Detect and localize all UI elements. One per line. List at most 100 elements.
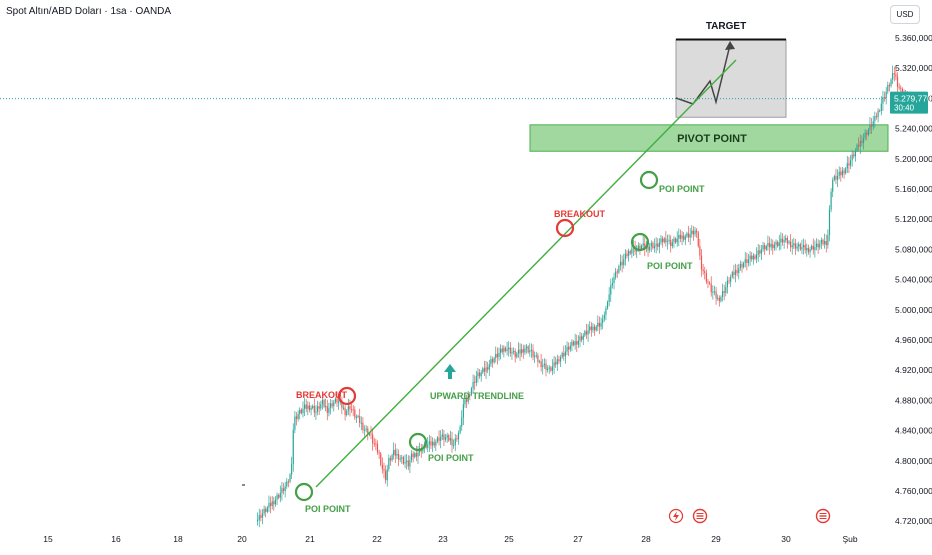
candle-body bbox=[898, 86, 900, 88]
candle-body bbox=[892, 73, 894, 80]
current-price-value: 5.279,770 bbox=[894, 94, 932, 104]
candle-body bbox=[864, 132, 866, 138]
candle-body bbox=[767, 242, 769, 247]
time-tick-label: Şub bbox=[842, 534, 857, 544]
candle-body bbox=[521, 349, 523, 354]
candle-body bbox=[702, 269, 704, 272]
candle-body bbox=[568, 346, 570, 350]
candle-body bbox=[355, 416, 358, 418]
candle-body bbox=[655, 243, 657, 246]
currency-selector[interactable]: USD bbox=[890, 5, 920, 24]
candle-body bbox=[710, 283, 712, 293]
pivot-label: PIVOT POINT bbox=[677, 133, 747, 145]
candle-body bbox=[799, 244, 801, 250]
candle-body bbox=[318, 406, 320, 409]
candle-body bbox=[712, 291, 714, 293]
symbol-title[interactable]: Spot Altın/ABD Doları · 1sa · OANDA bbox=[6, 6, 172, 17]
candle-body bbox=[624, 253, 626, 260]
candle-body bbox=[854, 150, 856, 157]
candle-body bbox=[841, 170, 844, 176]
candle-body bbox=[715, 291, 717, 299]
candle-body bbox=[433, 441, 435, 446]
candle-body bbox=[644, 243, 646, 249]
candle-body bbox=[726, 280, 729, 288]
candle-body bbox=[295, 416, 298, 419]
candle-body bbox=[511, 352, 513, 354]
candle-body bbox=[558, 359, 560, 362]
price-tick-label: 4.880,000 bbox=[895, 395, 932, 405]
candle-body bbox=[564, 351, 567, 357]
candle-body bbox=[713, 291, 716, 293]
price-tick-label: 5.040,000 bbox=[895, 275, 932, 285]
candle-body bbox=[279, 493, 281, 498]
candle-body bbox=[600, 322, 602, 327]
candle-body bbox=[806, 248, 808, 251]
candle-body bbox=[723, 291, 725, 293]
candle-body bbox=[896, 76, 899, 87]
candle-body bbox=[804, 244, 806, 251]
candle-body bbox=[832, 179, 834, 192]
candle-body bbox=[636, 249, 638, 252]
candle-body bbox=[273, 501, 275, 505]
time-tick-label: 22 bbox=[372, 534, 382, 544]
candle-body bbox=[845, 168, 847, 174]
candle-body bbox=[619, 261, 622, 267]
candle-body bbox=[791, 245, 793, 248]
candle-body bbox=[461, 417, 463, 427]
candle-body bbox=[820, 239, 822, 244]
candle-body bbox=[462, 404, 464, 418]
projection-path bbox=[675, 44, 731, 105]
candle-body bbox=[336, 398, 338, 403]
upward-trendline bbox=[315, 59, 737, 488]
candle-body bbox=[777, 241, 779, 247]
us-flag-event-icon[interactable] bbox=[815, 508, 831, 524]
candle-body bbox=[691, 230, 693, 235]
candle-body bbox=[809, 249, 811, 253]
candle-body bbox=[329, 403, 332, 409]
candle-body bbox=[794, 243, 797, 249]
candle-body bbox=[320, 404, 322, 409]
candle-body bbox=[848, 163, 850, 166]
price-tick-label: 5.200,000 bbox=[895, 154, 932, 164]
candle-body bbox=[815, 243, 818, 247]
candle-body bbox=[801, 247, 803, 250]
lightning-event-icon[interactable] bbox=[668, 508, 684, 524]
price-tick-label: 5.000,000 bbox=[895, 305, 932, 315]
candle-body bbox=[493, 358, 495, 363]
candle-body bbox=[563, 353, 565, 357]
candle-body bbox=[626, 253, 628, 257]
time-tick-label: 30 bbox=[781, 534, 791, 544]
candle-body bbox=[736, 270, 738, 273]
us-flag-event-icon[interactable] bbox=[692, 508, 708, 524]
up-arrow-icon bbox=[444, 364, 456, 379]
candle-body bbox=[394, 449, 396, 456]
time-tick-label: 28 bbox=[641, 534, 651, 544]
candle-body bbox=[900, 87, 902, 89]
candle-body bbox=[697, 232, 699, 247]
candle-body bbox=[687, 233, 690, 238]
candle-body bbox=[260, 515, 262, 518]
candle-body bbox=[496, 353, 498, 358]
candle-body bbox=[386, 469, 388, 481]
candle-body bbox=[616, 271, 618, 273]
candle-body bbox=[851, 154, 853, 161]
candle-body bbox=[858, 144, 860, 147]
candle-body bbox=[883, 97, 886, 99]
price-tick-label: 5.320,000 bbox=[895, 63, 932, 73]
candle-body bbox=[333, 402, 335, 407]
candle-body bbox=[866, 132, 868, 135]
candle-body bbox=[696, 230, 698, 233]
candle-body bbox=[846, 163, 848, 169]
candle-body bbox=[893, 73, 895, 75]
candle-body bbox=[879, 110, 881, 112]
breakout-marker bbox=[555, 218, 575, 238]
candle-body bbox=[417, 452, 419, 457]
candle-body bbox=[446, 435, 448, 438]
candle-body bbox=[746, 259, 748, 264]
candle-body bbox=[556, 359, 558, 365]
candle-body bbox=[399, 458, 401, 460]
candle-body bbox=[765, 246, 767, 250]
candle-body bbox=[300, 409, 302, 414]
